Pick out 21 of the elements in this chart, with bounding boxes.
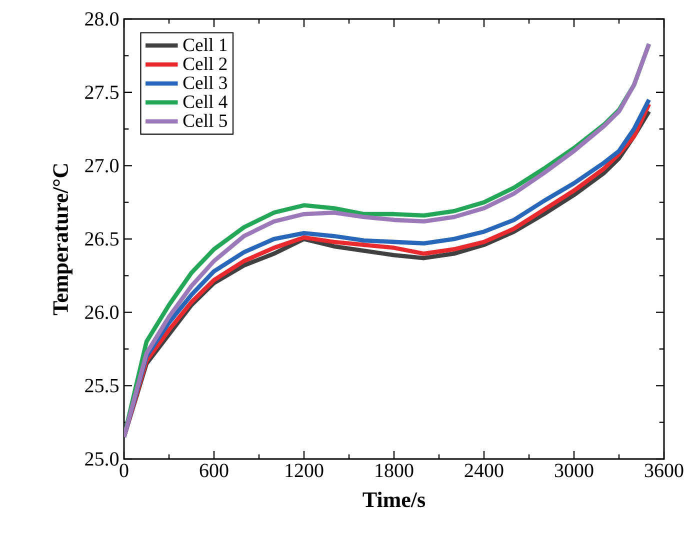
- y-tick-label: 27.0: [85, 158, 119, 172]
- x-tick-label: 1800: [376, 464, 414, 478]
- legend-label: Cell 1: [183, 38, 227, 52]
- y-tick-label: 25.0: [85, 452, 119, 466]
- y-tick-label: 25.5: [85, 378, 119, 392]
- y-tick-label: 28.0: [85, 12, 119, 26]
- x-tick-label: 1200: [286, 464, 324, 478]
- y-tick-label: 26.0: [85, 306, 119, 320]
- legend-label: Cell 4: [183, 94, 228, 108]
- legend-label: Cell 2: [183, 57, 227, 70]
- legend-label: Cell 5: [183, 114, 227, 128]
- y-axis-title: Temperature/°C: [53, 164, 72, 316]
- y-tick-label: 26.5: [85, 232, 119, 246]
- legend-label: Cell 3: [183, 76, 227, 90]
- x-tick-label: 3600: [644, 464, 684, 478]
- x-tick-label: 0: [120, 464, 128, 478]
- y-tick-label: 27.5: [85, 86, 119, 100]
- x-axis-title: Time/s: [362, 492, 426, 508]
- x-tick-label: 600: [200, 464, 228, 478]
- x-tick-label: 2400: [464, 464, 504, 478]
- x-tick-label: 3000: [554, 464, 594, 478]
